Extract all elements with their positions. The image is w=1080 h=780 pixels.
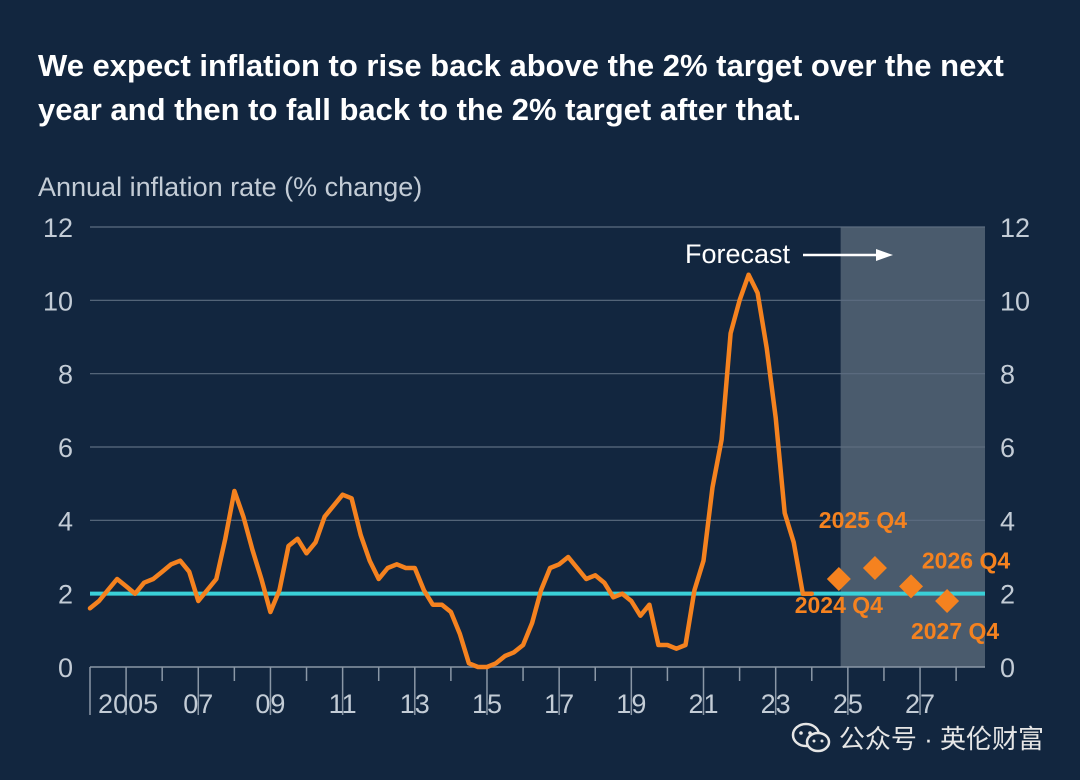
y-tick-label-right: 0 [1000, 653, 1015, 683]
forecast-point [935, 589, 960, 613]
wechat-icon [791, 722, 831, 752]
y-tick-label-right: 12 [1000, 213, 1030, 243]
forecast-point-label: 2025 Q4 [819, 507, 907, 533]
y-tick-label-left: 6 [58, 433, 73, 463]
forecast-point-label: 2026 Q4 [922, 547, 1010, 573]
y-tick-label-left: 0 [58, 653, 73, 683]
y-tick-label-left: 4 [58, 506, 73, 536]
forecast-point [899, 574, 924, 599]
y-tick-label-left: 2 [58, 580, 73, 610]
x-tick-label: 17 [544, 689, 574, 719]
y-tick-label-right: 8 [1000, 360, 1015, 390]
forecast-point-label: 2024 Q4 [795, 592, 883, 618]
y-tick-label-left: 12 [43, 213, 73, 243]
x-tick-label: 2005 [98, 689, 158, 719]
y-tick-label-right: 6 [1000, 433, 1015, 463]
inflation-line [87, 272, 815, 670]
x-tick-label: 13 [400, 689, 430, 719]
y-tick-label-right: 10 [1000, 286, 1030, 316]
forecast-arrow-head [876, 249, 893, 261]
x-tick-label: 09 [255, 689, 285, 719]
x-tick-label: 11 [329, 689, 357, 719]
x-tick-label: 21 [688, 689, 718, 719]
x-tick-label: 19 [616, 689, 646, 719]
watermark: 公众号 · 英伦财富 [791, 719, 1044, 756]
watermark-text: 公众号 · 英伦财富 [838, 724, 1044, 754]
y-tick-label-left: 8 [58, 360, 73, 390]
y-axis-label: Annual inflation rate (% change) [38, 172, 423, 202]
y-tick-label-right: 2 [1000, 580, 1015, 610]
forecast-point [826, 567, 851, 591]
x-tick-label: 23 [761, 689, 791, 719]
forecast-label: Forecast [685, 239, 791, 269]
y-tick-label-right: 4 [1000, 506, 1015, 536]
forecast-point [862, 556, 887, 580]
chart-title: We expect inflation to rise back above t… [38, 48, 1004, 127]
y-tick-label-left: 10 [43, 286, 73, 316]
x-tick-label: 15 [472, 689, 502, 719]
x-tick-label: 27 [905, 689, 935, 719]
x-tick-label: 25 [833, 689, 863, 719]
x-tick-label: 07 [183, 689, 213, 719]
forecast-point-label: 2027 Q4 [911, 618, 999, 644]
